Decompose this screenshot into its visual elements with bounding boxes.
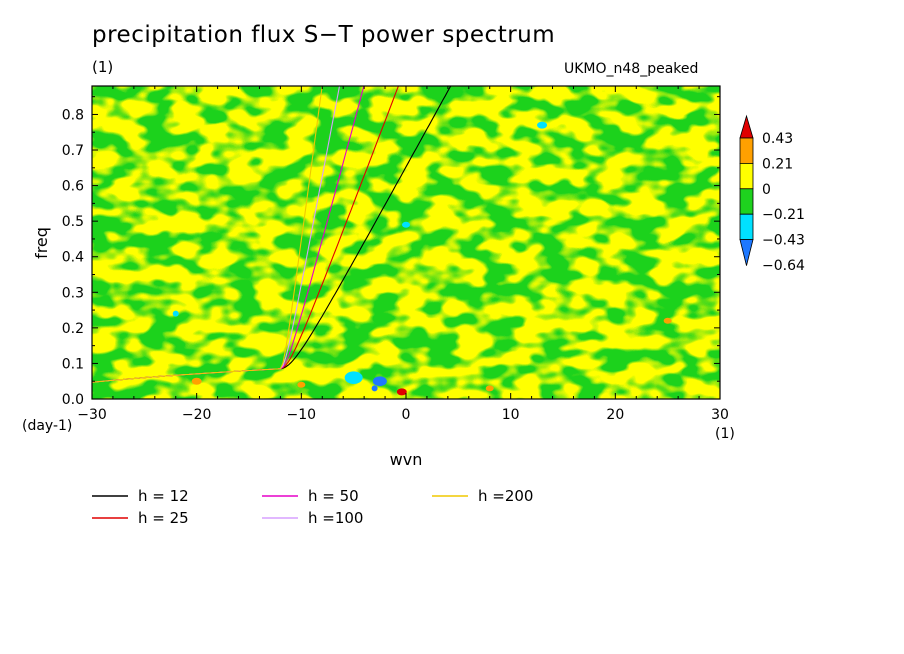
- legend-label: h =100: [308, 509, 363, 527]
- dispersion-curves: [92, 86, 452, 383]
- colorbar-label: 0: [762, 182, 771, 198]
- field-spot: [663, 317, 672, 324]
- field-spot: [372, 376, 387, 387]
- axes: −30 −20 −10 0 10 20 30 0.0 0.1 0.2 0.3 0.4 0.5 0.6 0.7…: [62, 86, 729, 423]
- field-spot: [396, 388, 407, 396]
- y-tick-label: 0.0: [62, 392, 84, 408]
- chart-units: (1): [92, 58, 114, 76]
- x-axis-label: wvn: [390, 450, 423, 469]
- colorbar-segment: [739, 114, 754, 139]
- y-tick-label: 0.5: [62, 214, 84, 230]
- y-tick-label: 0.7: [62, 143, 84, 159]
- y-tick-label: 0.4: [62, 250, 84, 266]
- field-spot: [402, 221, 410, 228]
- x-tick-label: −30: [77, 407, 107, 423]
- colorbar-label: −0.43: [762, 233, 805, 249]
- x-tick-label: 30: [711, 407, 729, 423]
- x-tick-label: 0: [402, 407, 411, 423]
- field-spot: [485, 385, 494, 392]
- x-axis-unit: (1): [715, 426, 735, 442]
- y-tick-label: 0.6: [62, 179, 84, 195]
- colorbar-label: −0.21: [762, 207, 805, 223]
- y-tick-label: 0.2: [62, 321, 84, 337]
- colorbar-label: 0.21: [762, 156, 793, 172]
- x-tick-label: −10: [287, 407, 317, 423]
- field-spot: [172, 310, 179, 317]
- y-axis-unit: (day-1): [22, 418, 72, 434]
- x-tick-label: 20: [606, 407, 624, 423]
- curve-h-200: [92, 86, 323, 383]
- y-tick-label: 0.8: [62, 107, 84, 123]
- legend-label: h = 50: [308, 487, 359, 505]
- y-tick-label: 0.3: [62, 285, 84, 301]
- x-tick-label: 10: [502, 407, 520, 423]
- y-tick-label: 0.1: [62, 356, 84, 372]
- field-spot: [537, 121, 548, 129]
- field-spot: [191, 377, 202, 385]
- field-spot: [344, 371, 363, 384]
- field-negative-regions: [92, 86, 720, 399]
- colorbar-label: 0.43: [762, 131, 793, 147]
- colorbar-segment: [739, 162, 754, 190]
- legend-label: h = 25: [138, 509, 189, 527]
- legend: h = 12 h = 25 h = 50 h =100 h =200: [92, 487, 533, 527]
- y-axis-label: freq: [32, 227, 51, 259]
- case-label: UKMO_n48_peaked: [564, 61, 699, 77]
- colorbar: 0.43 0.21 0 −0.21 −0.43 −0.64: [739, 114, 805, 274]
- colorbar-segment: [739, 137, 754, 164]
- colorbar-segment: [739, 213, 754, 240]
- colorbar-label: −0.64: [762, 258, 805, 274]
- field-spots: [172, 121, 672, 396]
- heatmap-field: [92, 86, 720, 399]
- colorbar-segment: [739, 188, 754, 215]
- chart-title: precipitation flux S−T power spectrum: [92, 22, 556, 48]
- field-spot: [371, 385, 378, 392]
- legend-label: h =200: [478, 487, 533, 505]
- colorbar-segment: [739, 239, 754, 266]
- field-spot: [297, 381, 306, 388]
- x-tick-label: −20: [182, 407, 212, 423]
- legend-label: h = 12: [138, 487, 189, 505]
